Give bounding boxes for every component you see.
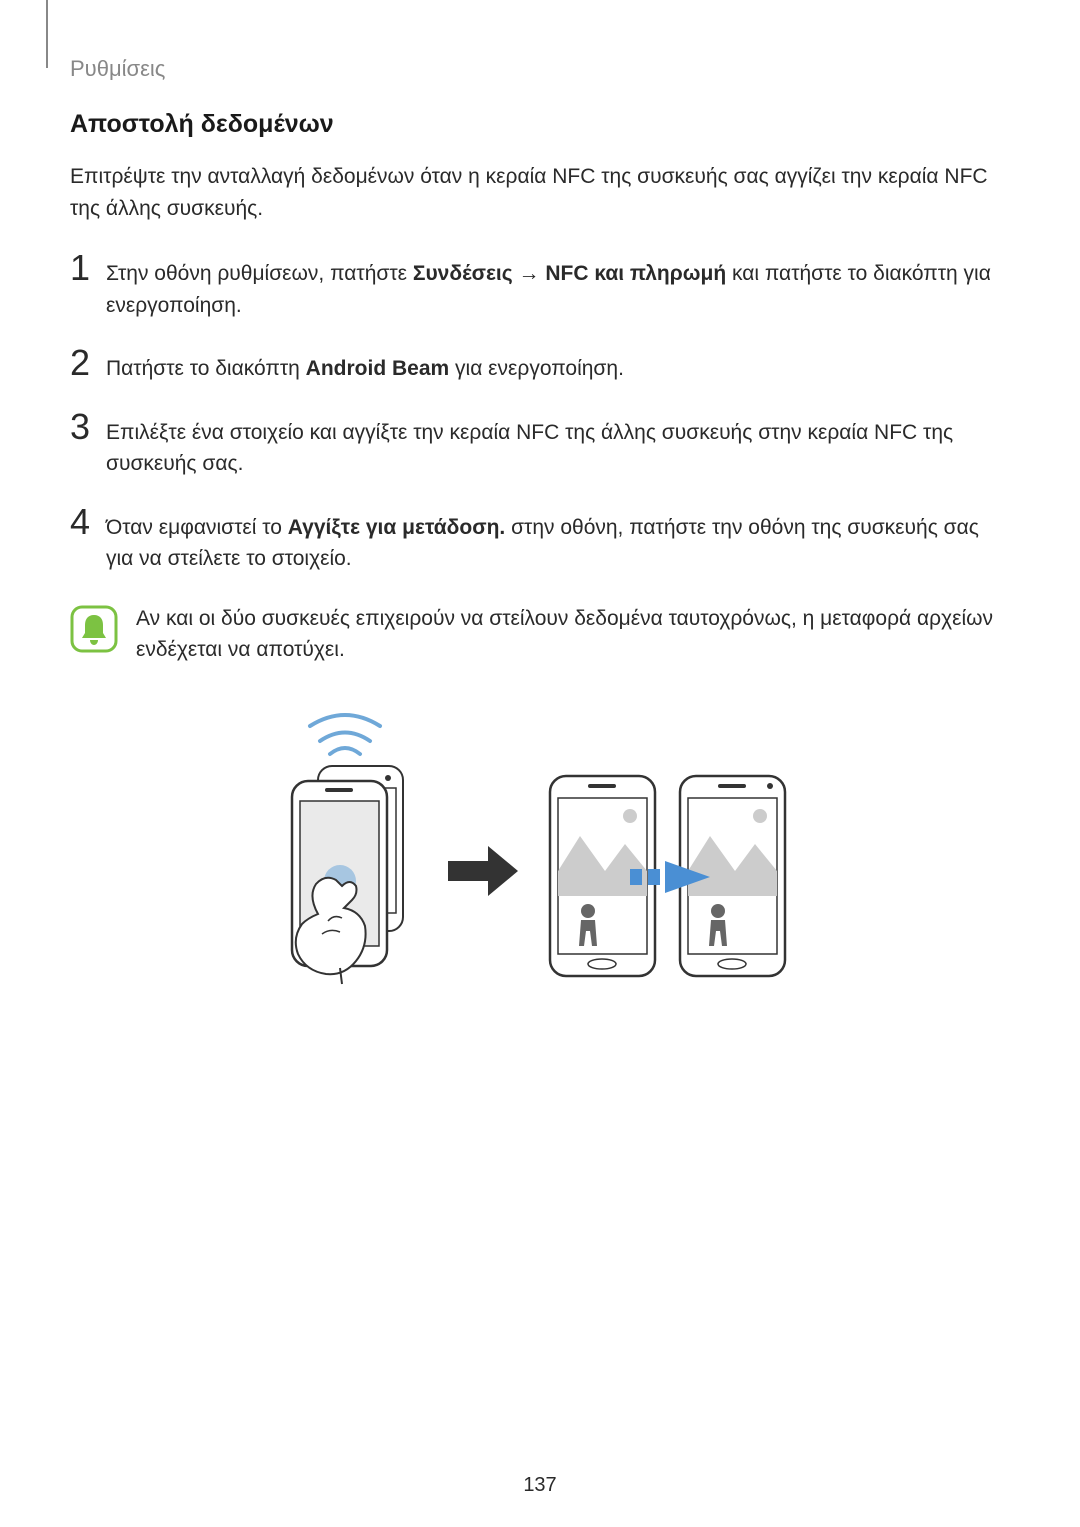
step-text: Όταν εμφανιστεί το Αγγίξτε για μετάδοση.… [106,508,1010,575]
section-title: Αποστολή δεδομένων [70,110,1010,139]
page-number: 137 [523,1474,556,1497]
step-number: 3 [70,409,106,445]
note-box: Αν και οι δύο συσκευές επιχειρούν να στε… [70,603,1010,666]
step-1: 1 Στην οθόνη ρυθμίσεων, πατήστε Συνδέσει… [70,254,1010,321]
header-divider [46,0,48,68]
bell-note-icon [70,605,118,653]
nfc-illustration [70,696,1010,986]
page-content: Αποστολή δεδομένων Επιτρέψτε την ανταλλα… [0,0,1080,986]
step-text: Στην οθόνη ρυθμίσεων, πατήστε Συνδέσεις … [106,254,1010,321]
bold-text: Συνδέσεις [413,262,513,285]
text-part: Στην οθόνη ρυθμίσεων, πατήστε [106,262,413,285]
step-2: 2 Πατήστε το διακόπτη Android Beam για ε… [70,349,1010,385]
text-part: Πατήστε το διακόπτη [106,357,306,380]
bold-text: Αγγίξτε για μετάδοση. [288,516,505,539]
text-part: Όταν εμφανιστεί το [106,516,288,539]
step-number: 2 [70,345,106,381]
note-text: Αν και οι δύο συσκευές επιχειρούν να στε… [136,603,1010,666]
step-number: 4 [70,504,106,540]
step-number: 1 [70,250,106,286]
step-3: 3 Επιλέξτε ένα στοιχείο και αγγίξτε την … [70,413,1010,480]
text-part: → [513,262,546,285]
step-text: Πατήστε το διακόπτη Android Beam για ενε… [106,349,1010,385]
text-part: για ενεργοποίηση. [449,357,624,380]
step-4: 4 Όταν εμφανιστεί το Αγγίξτε για μετάδοσ… [70,508,1010,575]
intro-paragraph: Επιτρέψτε την ανταλλαγή δεδομένων όταν η… [70,161,1010,224]
bold-text: Android Beam [306,357,450,380]
breadcrumb: Ρυθμίσεις [70,28,165,82]
bold-text: NFC και πληρωμή [545,262,726,285]
step-text: Επιλέξτε ένα στοιχείο και αγγίξτε την κε… [106,413,1010,480]
